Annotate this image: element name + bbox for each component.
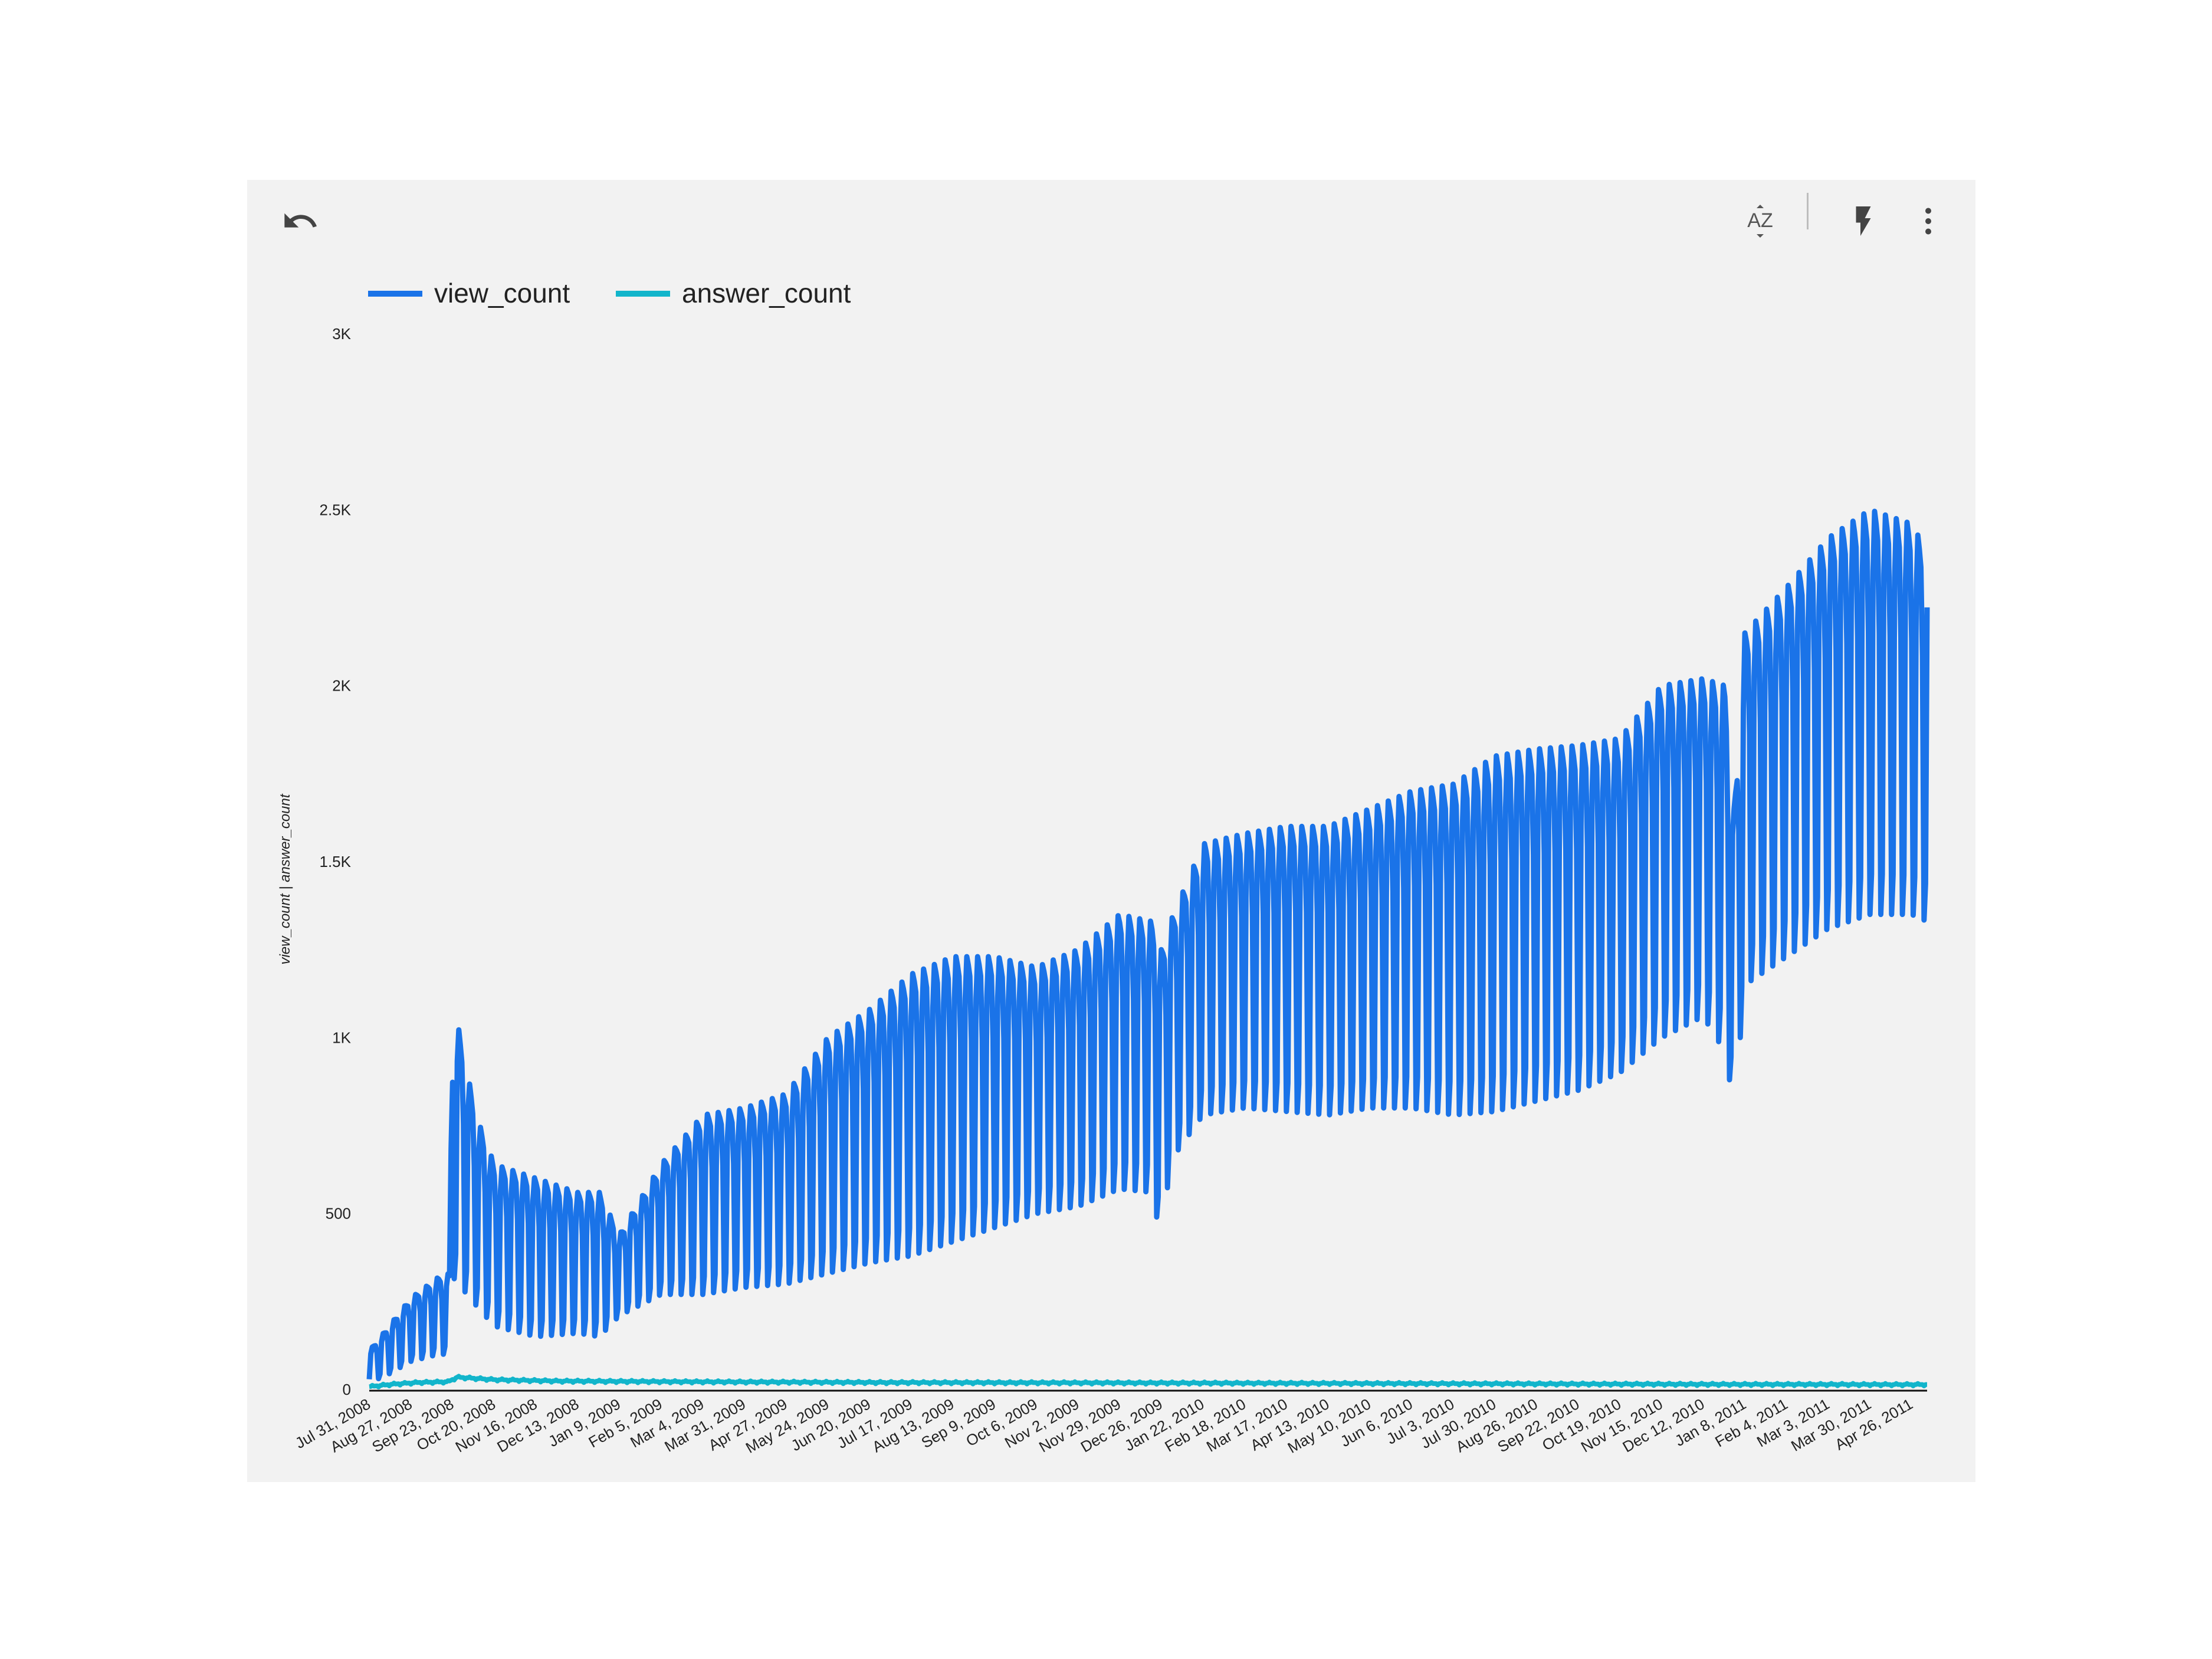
y-tick-label: 2K	[332, 677, 351, 695]
more-vertical-icon[interactable]	[1899, 192, 1958, 251]
y-tick-label: 3K	[332, 325, 351, 343]
toolbar-divider	[1807, 193, 1809, 229]
lightning-bolt-icon[interactable]	[1834, 192, 1893, 251]
y-tick-label: 1.5K	[320, 853, 352, 870]
y-tick-label: 1K	[332, 1029, 351, 1046]
y-tick-label: 500	[326, 1205, 351, 1223]
sort-az-label: AZ	[1747, 209, 1773, 232]
legend-label: answer_count	[682, 278, 851, 308]
legend-item-answer_count[interactable]: answer_count	[616, 278, 851, 308]
line-chart: view_count answer_count 0 500 1K 1.5K 2K 2.5K 3…	[277, 278, 1930, 1457]
undo-icon[interactable]	[271, 192, 330, 251]
chart-panel: AZ view_count answer_count 0 500 1K 1.5K 2K 2.…	[247, 180, 1975, 1482]
y-tick-label: 2.5K	[320, 501, 352, 518]
plot-area	[366, 508, 1930, 1389]
y-tick-label: 0	[343, 1381, 351, 1398]
sort-az-icon[interactable]: AZ	[1731, 192, 1790, 251]
legend-item-view_count[interactable]: view_count	[368, 278, 570, 308]
legend-label: view_count	[434, 278, 570, 308]
y-axis: 0 500 1K 1.5K 2K 2.5K 3K	[320, 325, 352, 1398]
y-axis-title: view_count | answer_count	[277, 793, 293, 964]
series-line-view_count	[366, 508, 1930, 1382]
legend: view_count answer_count	[368, 278, 851, 308]
series-line-answer_count	[368, 1374, 1928, 1389]
